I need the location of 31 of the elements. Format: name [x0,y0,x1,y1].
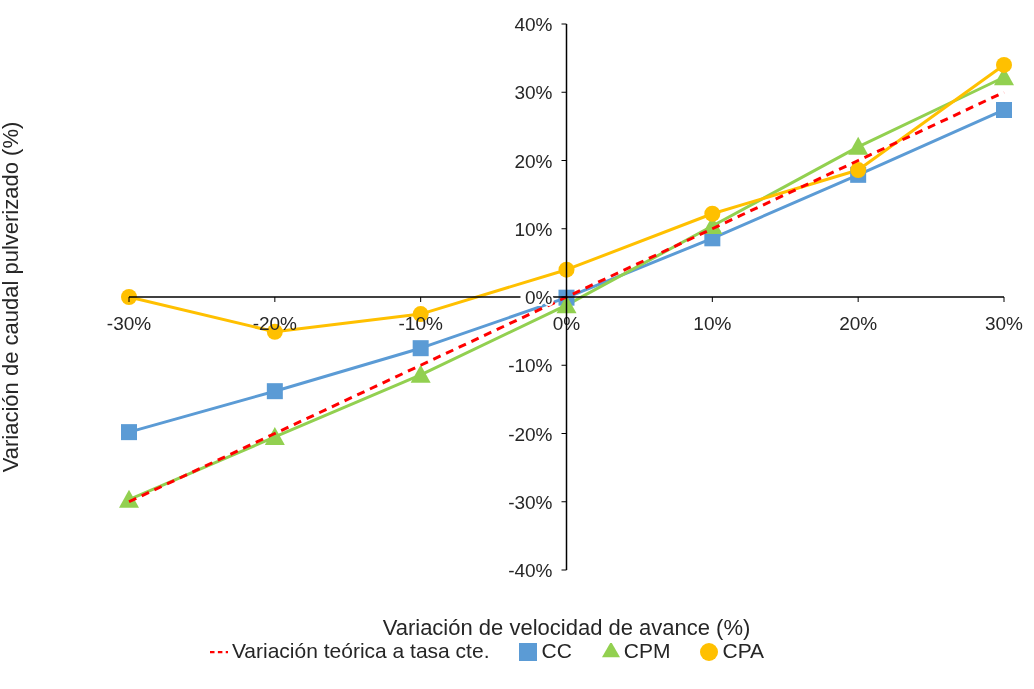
point [266,383,283,400]
y-tick-label: -30% [508,491,553,513]
x-tick-label: -30% [106,313,152,334]
x-tick-label: -10% [398,313,443,334]
x-tick-label: 10% [693,313,732,334]
y-tick-label: 30% [514,82,553,104]
point [410,364,431,383]
y-axis-title: Variación de caudal pulverizado (%) [0,121,23,473]
y-tick-label: 0% [525,287,553,308]
point [412,340,429,357]
point [121,424,137,441]
legend-label: CPM [623,639,671,662]
point [996,56,1012,73]
x-tick-label: 20% [839,313,878,334]
point [556,295,577,314]
y-tick-label: -40% [508,560,553,581]
point [848,136,869,155]
point [850,162,867,179]
y-tick-label: 10% [514,218,553,240]
legend-label: Variación teórica a tasa cte. [231,639,490,662]
legend-label: CC [541,639,572,662]
x-axis-title: Variación de velocidad de avance (%) [382,615,751,640]
y-tick-label: 40% [514,14,553,35]
x-tick-label: 30% [984,313,1024,334]
point [996,102,1012,118]
legend-label: CPA [722,639,765,662]
y-tick-label: -10% [508,355,553,377]
y-tick-label: 20% [514,150,553,172]
point [121,289,137,305]
y-tick-label: -20% [508,423,553,445]
point [704,205,721,222]
